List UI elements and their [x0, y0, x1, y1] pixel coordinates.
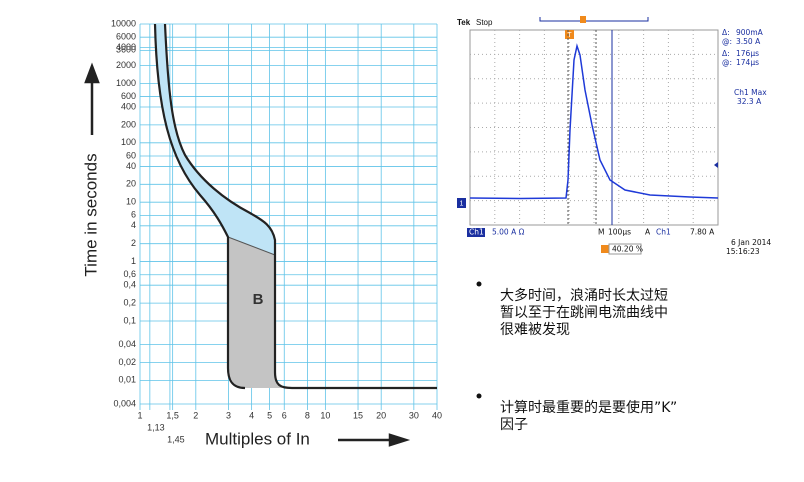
- trigger-mode: A: [645, 228, 651, 237]
- y-tick-label: 10: [126, 197, 136, 207]
- x-arrow: [338, 433, 411, 447]
- bullet-text: 因子: [500, 417, 528, 433]
- trigger-pos-box: [608, 243, 642, 255]
- y-tick-label: 1: [131, 256, 136, 266]
- cursor-readouts: Δ: 900mA @: 3.50 A Δ: 176µs @: 174µs: [722, 28, 764, 67]
- record-bar: [539, 17, 649, 22]
- waveform: [469, 43, 719, 200]
- scope-state: Stop: [476, 18, 493, 27]
- divider: [227, 236, 276, 256]
- region-label: B: [253, 291, 264, 308]
- y-tick-label: 0,1: [123, 315, 136, 325]
- x-tick-label: 40: [432, 410, 442, 420]
- time: 15:16:23: [726, 247, 760, 256]
- timebase-label: M: [598, 228, 604, 237]
- channel-box: [467, 228, 485, 237]
- trigger-level: 7.80 A: [690, 228, 715, 237]
- band-upper: [155, 24, 275, 255]
- y-tick-label: 20: [126, 179, 136, 189]
- date: 6 Jan 2014: [731, 238, 771, 247]
- trigger-marker-box: [565, 30, 574, 39]
- trigger-position: 40.20 %: [612, 245, 643, 254]
- trigger-channel: Ch1: [656, 228, 671, 237]
- y-tick-label: 0,6: [123, 269, 136, 279]
- readout-value: 176µs: [736, 49, 759, 58]
- trigger-marker: T: [567, 32, 572, 39]
- y-tick-label: 0,4: [123, 280, 136, 290]
- timebase: 100µs: [608, 228, 631, 237]
- y-axis-label: Time in seconds: [81, 153, 100, 276]
- y-tick-label: 0,004: [113, 398, 136, 408]
- y-tick-label: 600: [121, 91, 136, 101]
- y-tick-label: 0,02: [118, 357, 136, 367]
- channel-scale: 5.00 A Ω: [492, 228, 525, 237]
- band-lower: [228, 237, 292, 388]
- channel-marker: 1: [460, 200, 464, 207]
- y-tick-label: 0,01: [118, 375, 136, 385]
- grid: [139, 23, 438, 410]
- y-tick-label: 100: [121, 137, 136, 147]
- y-tick-label: 10000: [111, 18, 136, 28]
- y-arrow: [84, 62, 100, 135]
- y-tick-label: 200: [121, 119, 136, 129]
- y-tick-label: 60: [126, 150, 136, 160]
- y-tick-label: 0,2: [123, 297, 136, 307]
- scope-brand: Tek: [457, 18, 471, 27]
- readout-label: Δ:: [722, 28, 730, 37]
- x-tick-label: 6: [282, 410, 287, 420]
- readout-label: Δ:: [722, 49, 730, 58]
- readout-value: 174µs: [736, 58, 759, 67]
- x-axis-label: Multiples of In: [205, 429, 310, 448]
- record-marker: [580, 16, 586, 23]
- measurement-name: Ch1 Max: [734, 88, 767, 97]
- level-marker: [714, 162, 718, 168]
- readout-value: 900mA: [736, 28, 764, 37]
- curve-max: [163, 23, 437, 390]
- x-tick-label: 3: [226, 410, 231, 420]
- y-tick-label: 6: [131, 210, 136, 220]
- x-tick-label: 2: [193, 410, 198, 420]
- x-tick-label: 1,13: [147, 422, 165, 432]
- readout-label: @:: [722, 37, 732, 46]
- readout-value: 3.50 A: [736, 37, 761, 46]
- bullet-text: 暂以至于在跳闸电流曲线中: [500, 305, 668, 321]
- y-tick-label: 2: [131, 238, 136, 248]
- bullet-dot: [476, 393, 482, 399]
- y-tick-label: 400: [121, 101, 136, 111]
- y-tick-label: 4: [131, 220, 136, 230]
- trigger-pos-icon: [601, 245, 609, 253]
- curve-min: [153, 23, 246, 390]
- bullet-text: 计算时最重要的是要使用”K”: [500, 399, 677, 416]
- x-tick-label: 1: [137, 410, 142, 420]
- scope-grid: [470, 30, 718, 225]
- y-tick-label: 1000: [116, 78, 136, 88]
- bullet-text: 大多时间，浪涌时长太过短: [500, 287, 668, 304]
- channel-marker-box: [457, 198, 466, 208]
- x-tick-label: 5: [267, 410, 272, 420]
- bullet-text: 很难被发现: [500, 322, 570, 338]
- bullet-dot: [476, 281, 482, 287]
- y-tick-label: 0,04: [118, 339, 136, 349]
- y-tick-label: 6000: [116, 32, 136, 42]
- x-tick-label: 1,5: [166, 410, 179, 420]
- x-tick-label: 8: [305, 410, 310, 420]
- x-tick-label: 1,45: [167, 434, 185, 444]
- y-tick-label: 4000: [116, 42, 136, 52]
- measurement-value: 32.3 A: [737, 97, 762, 106]
- tick-labels: 1000060004000360020001000600400200100604…: [111, 18, 442, 444]
- y-tick-label: 40: [126, 161, 136, 171]
- channel: Ch1: [469, 228, 484, 237]
- readout-label: @:: [722, 58, 732, 67]
- y-tick-label: 2000: [116, 60, 136, 70]
- x-tick-label: 4: [249, 410, 254, 420]
- x-tick-label: 20: [376, 410, 386, 420]
- x-tick-label: 10: [320, 410, 330, 420]
- x-tick-label: 30: [409, 410, 419, 420]
- y-tick-label: 3600: [116, 45, 136, 55]
- x-tick-label: 15: [353, 410, 363, 420]
- bullets: 大多时间，浪涌时长太过短暂以至于在跳闸电流曲线中很难被发现计算时最重要的是要使用…: [476, 281, 677, 433]
